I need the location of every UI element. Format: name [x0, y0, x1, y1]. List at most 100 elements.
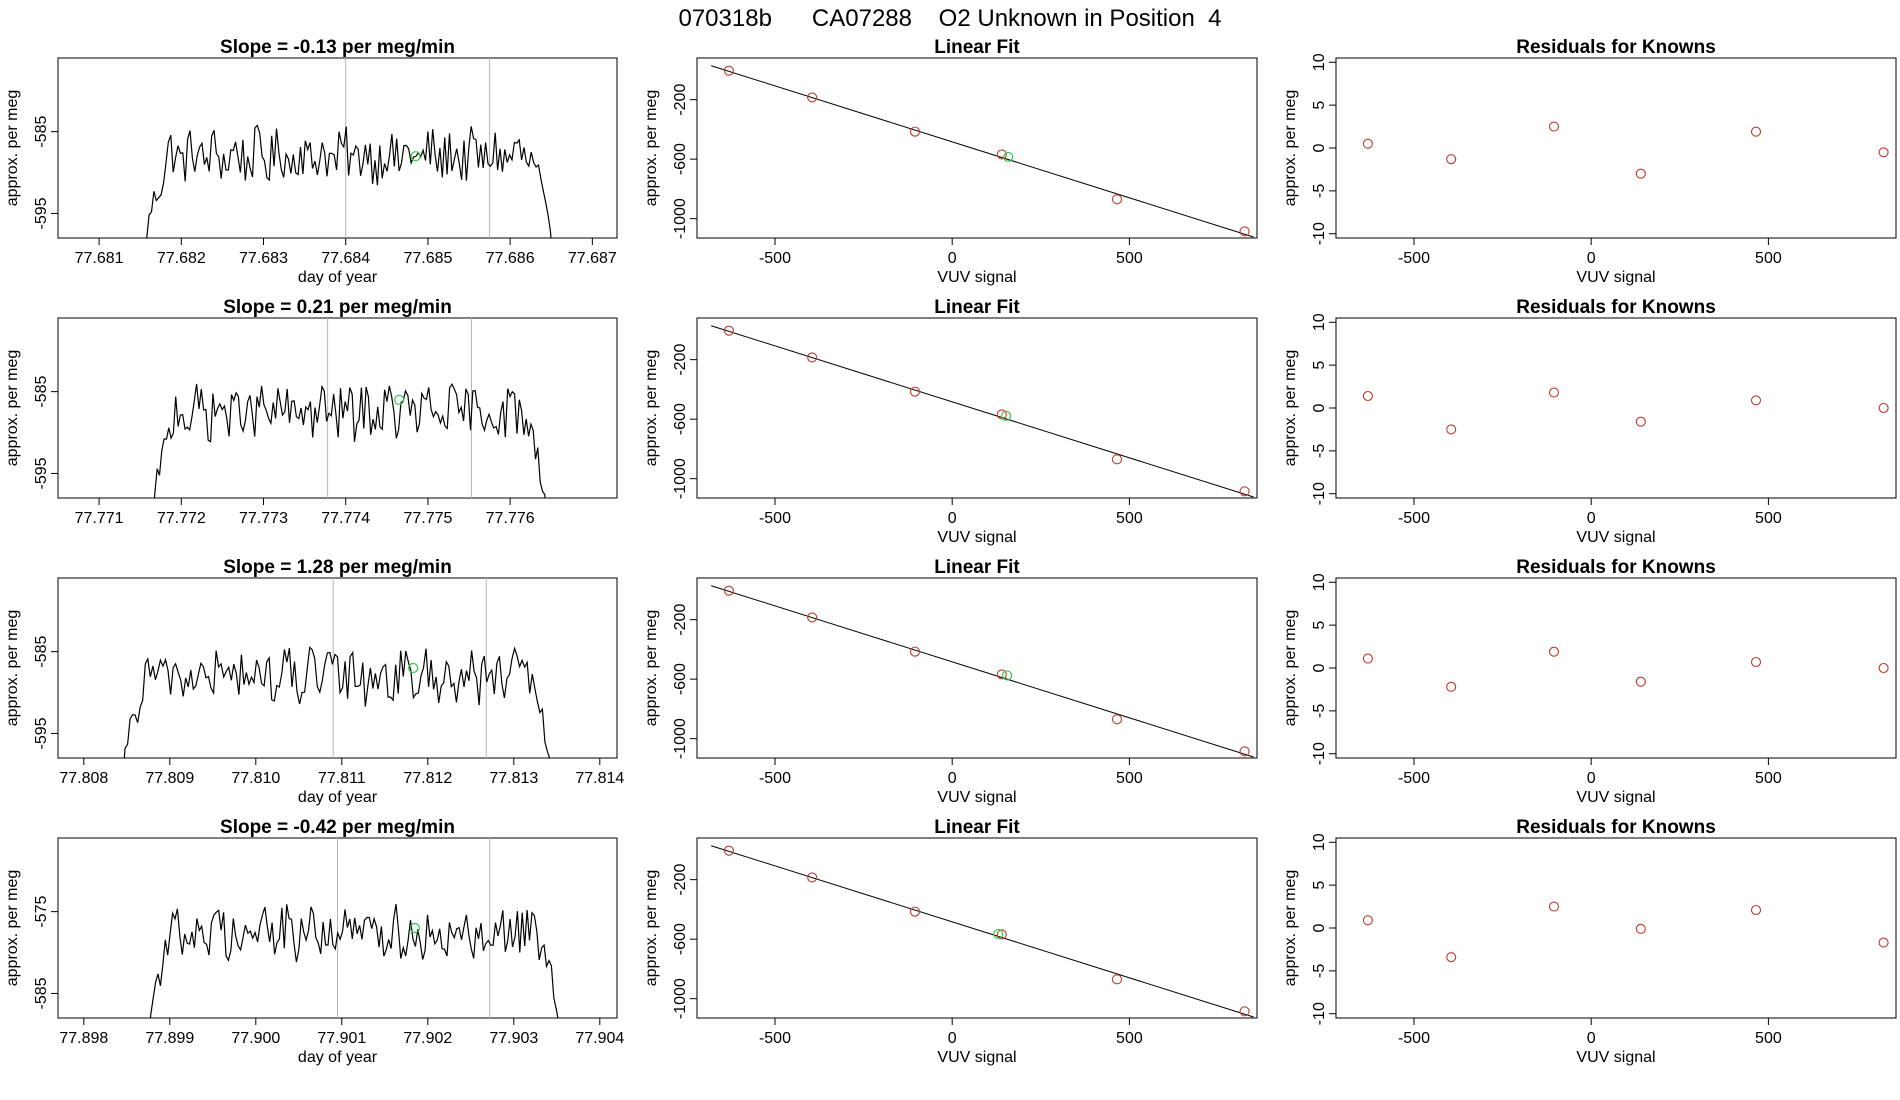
x-tick-label: 77.808 [59, 770, 108, 787]
plot-marks [1362, 901, 1889, 963]
plot-marks [149, 838, 559, 1018]
panel-title: Residuals for Knowns [1516, 37, 1716, 58]
x-tick-label: 0 [1587, 250, 1596, 267]
signal-trace [146, 124, 552, 238]
known-point [807, 352, 818, 363]
x-tick-label: 77.902 [403, 1030, 452, 1047]
residual-point [1750, 656, 1762, 668]
plot-marks [711, 325, 1254, 498]
residual-point [1446, 952, 1457, 963]
unknown-mean-marker [408, 662, 419, 674]
x-axis-label: VUV signal [937, 529, 1016, 546]
x-tick-label: 500 [1116, 510, 1143, 527]
y-tick-label: 5 [1311, 621, 1328, 630]
x-tick-label: 500 [1755, 1030, 1782, 1047]
plot-marks [1362, 121, 1889, 179]
plot-frame [1335, 837, 1897, 1019]
plot-marks [1362, 387, 1889, 435]
panel-linearfit-row-3: Linear Fit -500 0 500 -200 -600 -1000 VUV signa… [643, 557, 1258, 806]
plot-frame [1335, 577, 1897, 759]
unknown-mean-marker [394, 394, 405, 405]
residual-point [1750, 126, 1762, 137]
residual-point [1635, 168, 1646, 179]
x-tick-label: 77.898 [59, 1030, 108, 1047]
panels: Slope = -0.13 per meg/min 77.681 77.682 77.… [4, 37, 1897, 1066]
panel-title: Linear Fit [934, 557, 1020, 578]
y-axis-label: approx. per meg [643, 90, 660, 207]
x-tick-label: 500 [1755, 510, 1782, 527]
x-tick-label: -500 [759, 1030, 791, 1047]
panel-title: Linear Fit [934, 37, 1020, 58]
y-tick-label: 5 [1311, 101, 1328, 110]
x-tick-label: 500 [1116, 1030, 1143, 1047]
y-tick-label: -200 [672, 864, 689, 896]
unknown-point [1000, 410, 1012, 421]
x-tick-label: -500 [1398, 1030, 1430, 1047]
y-tick-label: -1000 [672, 458, 689, 499]
panel-title: Residuals for Knowns [1516, 817, 1716, 838]
x-tick-label: 0 [948, 1030, 957, 1047]
y-tick-label: -5 [1311, 184, 1328, 198]
y-tick-label: -600 [672, 403, 689, 435]
x-axis-label: day of year [298, 269, 378, 286]
x-tick-label: 77.810 [231, 770, 280, 787]
unknown-point [1003, 151, 1014, 163]
panel-linearfit-row-4: Linear Fit -500 0 500 -200 -600 -1000 VUV signa… [643, 817, 1258, 1066]
x-tick-label: 77.685 [403, 250, 452, 267]
y-axis-label: approx. per meg [4, 90, 21, 207]
known-point [1239, 486, 1250, 497]
x-tick-label: 77.904 [575, 1030, 624, 1047]
residual-point [1362, 390, 1373, 402]
y-tick-label: -5 [1311, 704, 1328, 718]
y-tick-label: 10 [1311, 573, 1328, 591]
panel-residuals-row-3: Residuals for Knowns -500 0 500 10 5 0 -5 -10 VUV… [1282, 557, 1897, 806]
y-tick-label: -595 [33, 717, 50, 749]
plot-frame [696, 317, 1258, 499]
x-axis-label: VUV signal [1576, 529, 1655, 546]
y-tick-label: 5 [1311, 361, 1328, 370]
x-axis-label: VUV signal [937, 1049, 1016, 1066]
known-point [909, 646, 921, 657]
y-axis-label: approx. per meg [643, 610, 660, 727]
fit-line [711, 585, 1254, 758]
plot-marks [711, 65, 1254, 238]
x-tick-label: 77.773 [239, 510, 288, 527]
y-tick-label: -10 [1311, 222, 1328, 245]
plot-frame [696, 577, 1258, 759]
y-tick-label: 0 [1311, 923, 1328, 932]
x-tick-label: 77.813 [489, 770, 538, 787]
x-tick-label: 77.899 [145, 1030, 194, 1047]
x-axis-label: VUV signal [1576, 789, 1655, 806]
x-tick-label: 77.814 [575, 770, 624, 787]
x-axis-label: VUV signal [1576, 1049, 1655, 1066]
residual-point [1750, 904, 1762, 916]
y-tick-label: -200 [672, 84, 689, 116]
x-tick-label: 77.681 [75, 250, 124, 267]
x-axis-label: day of year [298, 1049, 378, 1066]
x-tick-label: 77.774 [321, 510, 370, 527]
known-point [1239, 226, 1250, 237]
known-point [723, 585, 734, 596]
x-tick-label: -500 [1398, 770, 1430, 787]
panel-title: Residuals for Knowns [1516, 297, 1716, 318]
x-axis-label: VUV signal [937, 269, 1016, 286]
y-tick-label: -200 [672, 604, 689, 636]
plot-marks [146, 58, 552, 238]
known-point [1111, 454, 1123, 465]
plot-marks [153, 318, 546, 498]
known-point [909, 906, 921, 917]
y-tick-label: 10 [1311, 313, 1328, 331]
y-axis-label: approx. per meg [1282, 610, 1299, 727]
y-tick-label: -5 [1311, 444, 1328, 458]
known-point [1111, 194, 1123, 205]
residual-point [1750, 395, 1762, 406]
known-point [1239, 746, 1250, 757]
y-tick-label: -10 [1311, 1002, 1328, 1025]
residual-point [1548, 646, 1560, 657]
x-tick-label: 77.682 [157, 250, 206, 267]
y-tick-label: 10 [1311, 833, 1328, 851]
known-point [807, 92, 818, 103]
x-tick-label: 0 [1587, 510, 1596, 527]
residual-point [1362, 138, 1373, 149]
